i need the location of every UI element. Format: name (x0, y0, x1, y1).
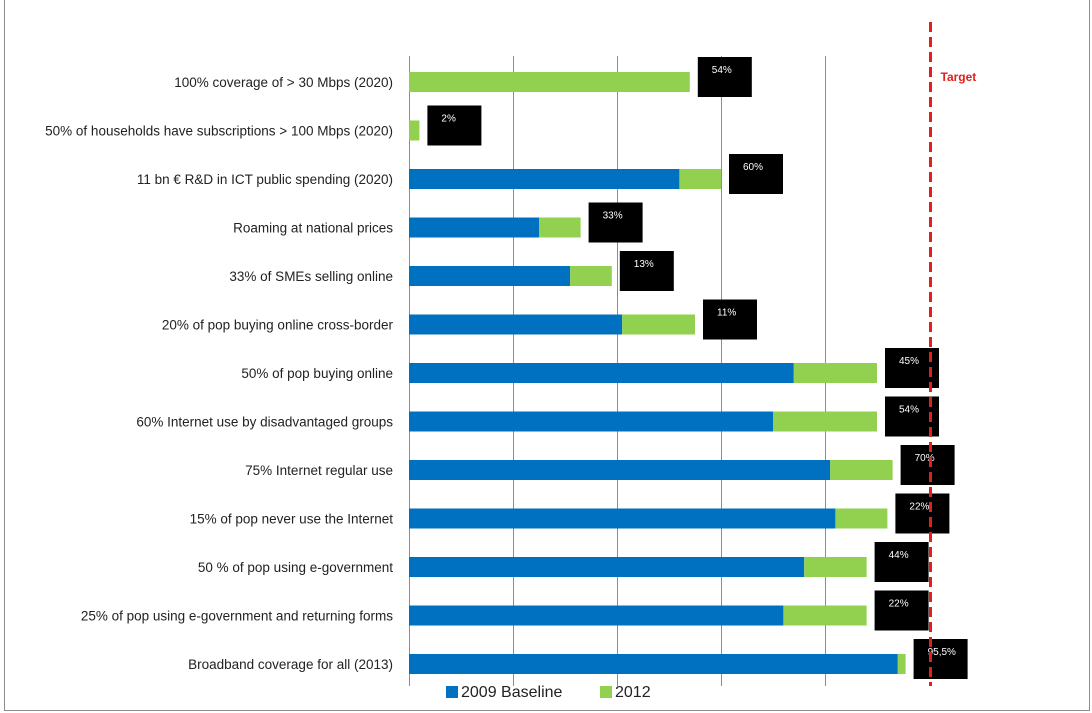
value-label-box (874, 542, 929, 582)
bar-baseline-2009 (409, 411, 773, 432)
value-labels: 54% 2% 60% 33% 13% 11% 45% 54% 70% 22% 44% 22% 95,5% (427, 57, 968, 679)
bar-baseline-2009 (409, 314, 623, 335)
value-label-box (697, 57, 752, 97)
value-label-box (913, 639, 968, 679)
category-label: 33% of SMEs selling online (229, 269, 393, 284)
category-label: 15% of pop never use the Internet (190, 512, 394, 527)
chart: 100% coverage of > 30 Mbps (2020) 50% of … (45, 22, 977, 701)
bar-2012 (830, 460, 893, 480)
value-label: 70% (915, 453, 935, 464)
category-label: 11 bn € R&D in ICT public spending (2020… (137, 172, 393, 187)
bar-2012 (835, 508, 888, 529)
bar-2012 (409, 120, 420, 141)
value-label-box (874, 590, 929, 631)
bar-2012 (793, 363, 877, 383)
target-label: Target (941, 70, 977, 84)
value-label: 22% (909, 502, 929, 513)
category-label: 50 % of pop using e-government (198, 560, 393, 575)
value-label-box (588, 202, 643, 243)
legend-label-2012: 2012 (615, 684, 651, 701)
category-label: 60% Internet use by disadvantaged groups (136, 415, 393, 430)
bar-2012 (773, 411, 877, 432)
target-marker: Target (929, 22, 977, 686)
value-label: 54% (899, 405, 919, 416)
value-label: 95,5% (928, 647, 956, 658)
chart-frame: 100% coverage of > 30 Mbps (2020) 50% of … (4, 0, 1090, 711)
category-label: Broadband coverage for all (2013) (188, 657, 393, 672)
bar-2012 (897, 654, 906, 674)
value-label: 44% (889, 550, 909, 561)
bar-baseline-2009 (409, 169, 680, 189)
bar-2012 (409, 72, 690, 92)
value-label: 11% (717, 308, 736, 319)
bar-baseline-2009 (409, 557, 805, 577)
category-label: Roaming at national prices (233, 221, 393, 236)
bar-baseline-2009 (409, 217, 539, 238)
value-label: 33% (603, 211, 623, 222)
category-label: 50% of pop buying online (241, 366, 393, 381)
value-label: 13% (634, 259, 654, 270)
bar-2012 (679, 169, 721, 189)
value-label-box (427, 105, 482, 146)
value-label-box (703, 299, 757, 340)
value-label: 45% (899, 356, 919, 367)
bar-2012 (570, 266, 612, 286)
legend-swatch-baseline (446, 686, 458, 698)
legend: 2009 Baseline 2012 (446, 684, 651, 701)
value-label-box (895, 493, 950, 534)
bar-2012 (539, 217, 581, 238)
bar-baseline-2009 (409, 266, 571, 286)
bar-2012 (622, 314, 695, 335)
bars (409, 72, 906, 674)
value-label: 22% (889, 599, 909, 610)
value-label: 2% (441, 114, 456, 125)
category-label: 25% of pop using e-government and return… (81, 609, 393, 624)
value-label: 54% (712, 65, 732, 76)
legend-swatch-2012 (600, 686, 612, 698)
category-label: 20% of pop buying online cross-border (162, 318, 394, 333)
bar-baseline-2009 (409, 654, 898, 674)
bar-2012 (783, 605, 867, 626)
value-label-box (729, 154, 783, 194)
bar-baseline-2009 (409, 508, 836, 529)
value-label-box (900, 445, 955, 485)
value-label: 60% (743, 162, 763, 173)
category-labels: 100% coverage of > 30 Mbps (2020) 50% of … (45, 75, 393, 672)
bar-baseline-2009 (409, 605, 784, 626)
bar-baseline-2009 (409, 460, 831, 480)
category-label: 50% of households have subscriptions > 1… (45, 124, 393, 139)
bar-baseline-2009 (409, 363, 794, 383)
category-label: 100% coverage of > 30 Mbps (2020) (174, 75, 393, 90)
value-label-box (619, 251, 674, 291)
category-label: 75% Internet regular use (245, 463, 393, 478)
legend-label-baseline: 2009 Baseline (461, 684, 563, 701)
bar-2012 (804, 557, 867, 577)
